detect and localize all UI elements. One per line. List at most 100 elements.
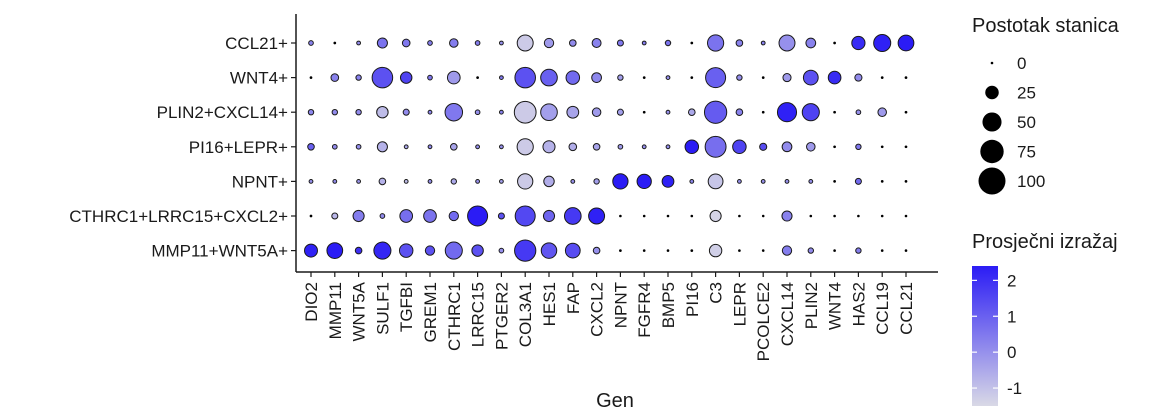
y-tick-label: CTHRC1+LRRC15+CXCL2+ xyxy=(69,207,288,226)
dot-NPNT-CTHRC1 xyxy=(450,178,457,185)
dot-MMP11WNT5A-HES1 xyxy=(540,242,558,259)
dot-NPNT-CXCL14 xyxy=(784,178,790,184)
dot-NPNT-FAP xyxy=(570,178,576,184)
size-legend-title: Postotak stanica xyxy=(972,15,1120,37)
x-tick-label: LRRC15 xyxy=(469,282,488,347)
dot-CTHRC1LRRC15CXCL2-WNT5A xyxy=(352,209,365,223)
dot-NPNT-CCL21 xyxy=(904,180,908,183)
dot-MMP11WNT5A-WNT5A xyxy=(354,246,363,255)
y-tick-label: NPNT+ xyxy=(232,172,288,191)
dot-NPNT-HES1 xyxy=(543,175,555,188)
dot-PI16LEPR-PCOLCE2 xyxy=(759,142,768,151)
dot-WNT4-FGFR4 xyxy=(642,76,646,79)
dot-WNT4-HES1 xyxy=(540,68,558,87)
size-legend-dot xyxy=(985,85,999,100)
dot-CTHRC1LRRC15CXCL2-PI16 xyxy=(690,214,694,218)
dot-WNT4-PTGER2 xyxy=(498,75,504,81)
dot-CTHRC1LRRC15CXCL2-WNT4 xyxy=(833,214,836,218)
dot-PI16LEPR-CXCL14 xyxy=(781,141,793,153)
dot-NPNT-FGFR4 xyxy=(636,173,652,190)
dot-PI16LEPR-HAS2 xyxy=(855,143,862,151)
dot-CCL21-PCOLCE2 xyxy=(760,40,766,46)
dot-WNT4-TGFBI xyxy=(399,71,413,84)
dot-PI16LEPR-BMP5 xyxy=(665,144,671,150)
dot-WNT4-CTHRC1 xyxy=(446,70,461,85)
dot-NPNT-COL3A1 xyxy=(517,173,534,190)
dot-CTHRC1LRRC15CXCL2-C3 xyxy=(709,209,722,223)
dot-PI16LEPR-FAP xyxy=(568,142,578,152)
dot-PLIN2CXCL14-WNT5A xyxy=(355,109,362,116)
dot-CCL21-CTHRC1 xyxy=(449,38,459,48)
dot-CCL21-CXCL2 xyxy=(591,38,602,48)
dot-NPNT-TGFBI xyxy=(403,178,409,184)
dot-MMP11WNT5A-CTHRC1 xyxy=(444,241,463,260)
x-tick-label: MMP11 xyxy=(326,282,345,339)
dot-WNT4-SULF1 xyxy=(371,66,394,89)
dot-MMP11WNT5A-BMP5 xyxy=(666,249,670,252)
dot-PI16LEPR-MMP11 xyxy=(331,143,338,150)
dot-WNT4-GREM1 xyxy=(427,74,433,81)
dot-PI16LEPR-COL3A1 xyxy=(516,138,534,156)
x-tick-label: CCL19 xyxy=(873,282,892,335)
dot-CCL21-DIO2 xyxy=(308,40,314,46)
dot-CCL21-GREM1 xyxy=(427,40,433,46)
dot-CTHRC1LRRC15CXCL2-TGFBI xyxy=(399,209,414,223)
dot-PLIN2CXCL14-MMP11 xyxy=(331,109,338,116)
dot-MMP11WNT5A-HAS2 xyxy=(855,247,862,254)
dot-MMP11WNT5A-TGFBI xyxy=(398,243,414,258)
dot-CCL21-CCL19 xyxy=(873,33,892,53)
dot-CCL21-FAP xyxy=(568,39,577,47)
dot-CTHRC1LRRC15CXCL2-LRRC15 xyxy=(467,205,489,227)
dot-MMP11WNT5A-NPNT xyxy=(619,249,622,252)
dot-PI16LEPR-FGFR4 xyxy=(641,144,647,150)
dot-PLIN2CXCL14-BMP5 xyxy=(665,109,671,115)
size-legend-label: 50 xyxy=(1017,113,1036,132)
dot-WNT4-LRRC15 xyxy=(476,76,479,79)
color-legend-label: -1 xyxy=(1007,379,1022,398)
dot-WNT4-PLIN2 xyxy=(802,69,819,86)
dot-NPNT-HAS2 xyxy=(854,177,862,185)
dot-CTHRC1LRRC15CXCL2-PCOLCE2 xyxy=(761,214,765,218)
x-tick-label: PLIN2 xyxy=(802,282,821,329)
dot-CTHRC1LRRC15CXCL2-GREM1 xyxy=(423,209,437,223)
size-legend-label: 75 xyxy=(1017,143,1036,162)
dot-PI16LEPR-WNT5A xyxy=(355,143,362,150)
x-tick-label: PI16 xyxy=(683,282,702,317)
color-legend: Prosječni izražaj 2 1 0 -1 xyxy=(972,231,1118,406)
dot-CTHRC1LRRC15CXCL2-HES1 xyxy=(542,209,556,223)
dot-CTHRC1LRRC15CXCL2-PLIN2 xyxy=(809,214,813,218)
dot-CTHRC1LRRC15CXCL2-CCL21 xyxy=(904,214,908,218)
dot-WNT4-WNT5A xyxy=(355,74,362,81)
dot-PLIN2CXCL14-CXCL2 xyxy=(591,107,602,117)
dot-MMP11WNT5A-LRRC15 xyxy=(471,244,484,257)
x-tick-label: CTHRC1 xyxy=(445,282,464,351)
x-tick-label: HAS2 xyxy=(849,282,868,326)
y-tick-label: PLIN2+CXCL14+ xyxy=(157,103,288,122)
x-tick-label: LEPR xyxy=(730,282,749,326)
dot-NPNT-WNT4 xyxy=(833,180,836,183)
dot-NPNT-CCL19 xyxy=(880,180,884,183)
color-legend-label: 0 xyxy=(1007,343,1016,362)
dot-PI16LEPR-LRRC15 xyxy=(475,144,481,150)
dot-NPNT-PCOLCE2 xyxy=(760,178,766,184)
dot-WNT4-CXCL14 xyxy=(782,73,792,83)
y-axis: CCL21+ WNT4+ PLIN2+CXCL14+ PI16+LEPR+ NPNT+ C… xyxy=(69,14,297,272)
dot-MMP11WNT5A-GREM1 xyxy=(424,245,436,256)
dot-WNT4-CCL21 xyxy=(904,76,908,79)
x-tick-label: WNT4 xyxy=(826,282,845,330)
dot-PLIN2CXCL14-LEPR xyxy=(735,108,744,117)
dot-MMP11WNT5A-PCOLCE2 xyxy=(761,249,765,252)
dot-CTHRC1LRRC15CXCL2-PTGER2 xyxy=(497,212,505,220)
dot-CCL21-COL3A1 xyxy=(516,34,534,52)
dot-NPNT-LRRC15 xyxy=(475,178,481,184)
dot-CCL21-CXCL14 xyxy=(778,34,796,52)
dot-CCL21-LRRC15 xyxy=(474,40,481,46)
dot-PLIN2CXCL14-HES1 xyxy=(540,103,558,122)
dot-PI16LEPR-DIO2 xyxy=(307,142,315,151)
x-tick-label: PCOLCE2 xyxy=(754,282,773,361)
dot-WNT4-BMP5 xyxy=(665,75,671,81)
plot-area xyxy=(304,33,915,262)
dot-CCL21-HES1 xyxy=(543,37,555,49)
dot-MMP11WNT5A-FAP xyxy=(564,242,581,259)
